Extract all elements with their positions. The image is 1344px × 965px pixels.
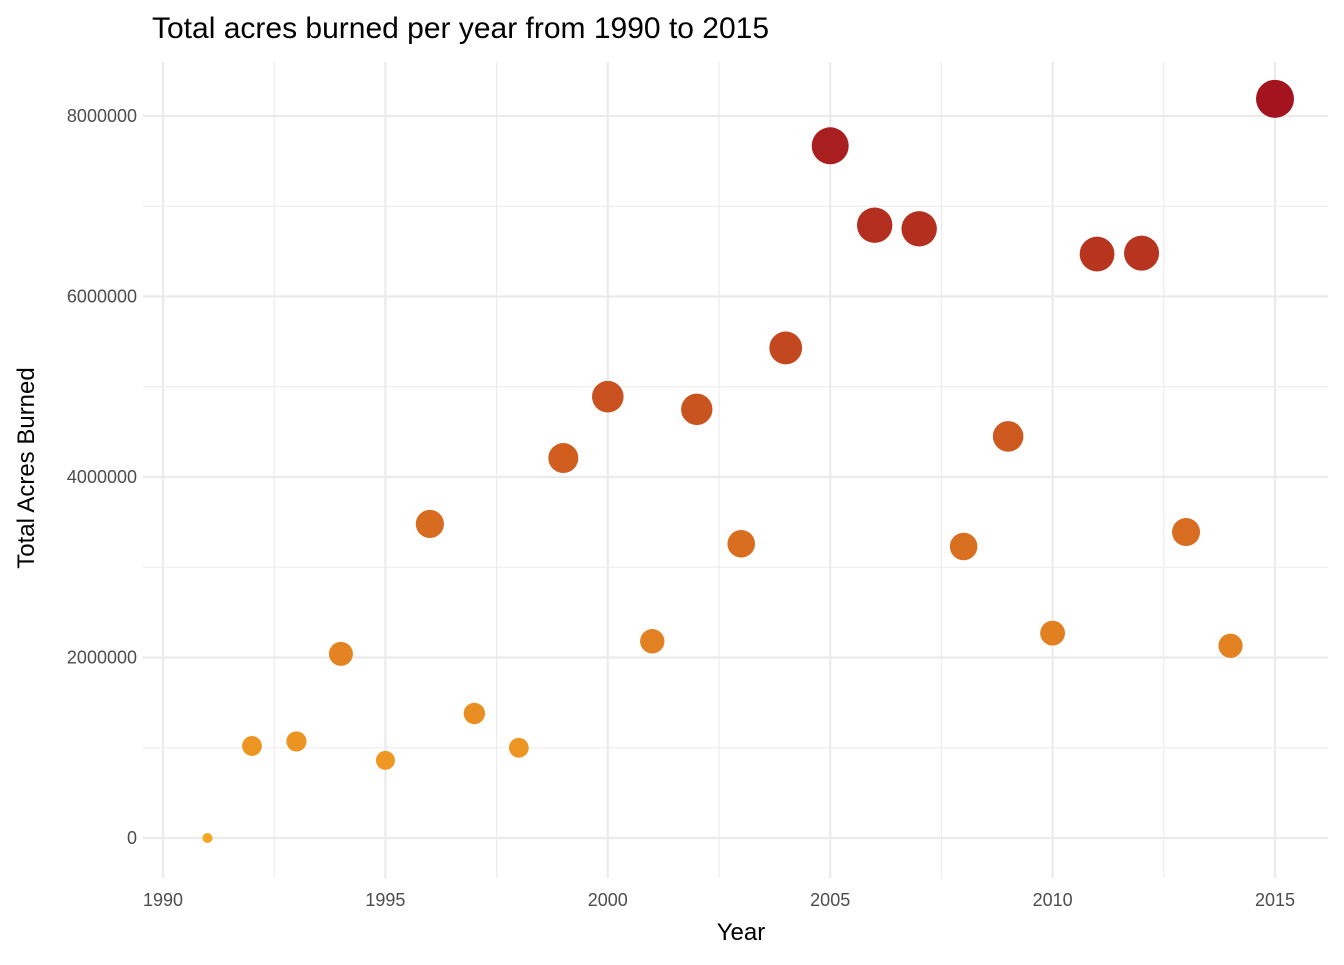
data-point bbox=[286, 731, 307, 752]
x-tick-label: 2010 bbox=[1033, 890, 1073, 910]
x-tick-label: 1995 bbox=[365, 890, 405, 910]
y-tick-label: 6000000 bbox=[67, 287, 137, 307]
data-point bbox=[901, 211, 937, 247]
data-point bbox=[769, 331, 803, 365]
data-point bbox=[328, 641, 353, 666]
data-point bbox=[1124, 235, 1160, 271]
data-point bbox=[242, 736, 262, 756]
data-points bbox=[202, 79, 1294, 843]
data-point bbox=[1172, 518, 1201, 547]
x-axis-title: Year bbox=[717, 919, 766, 946]
data-point bbox=[1256, 79, 1294, 118]
data-point bbox=[1040, 620, 1065, 646]
data-point bbox=[1079, 236, 1115, 272]
data-point bbox=[1218, 633, 1243, 658]
data-point bbox=[949, 532, 978, 561]
data-point bbox=[375, 750, 395, 770]
y-tick-label: 4000000 bbox=[67, 467, 137, 487]
y-axis-title: Total Acres Burned bbox=[13, 367, 40, 568]
data-point bbox=[548, 443, 579, 474]
data-point bbox=[508, 737, 529, 758]
x-tick-label: 2000 bbox=[588, 890, 628, 910]
data-point bbox=[592, 380, 624, 413]
x-tick-label: 2005 bbox=[810, 890, 850, 910]
data-point bbox=[811, 127, 849, 165]
y-tick-label: 2000000 bbox=[67, 648, 137, 668]
data-point bbox=[727, 529, 756, 558]
data-point bbox=[992, 421, 1024, 452]
x-tick-label: 2015 bbox=[1255, 890, 1295, 910]
data-point bbox=[681, 393, 713, 426]
data-point bbox=[202, 833, 213, 843]
data-point bbox=[415, 509, 444, 539]
grid-lines bbox=[143, 62, 1328, 878]
y-axis-ticks: 0 2000000 4000000 6000000 8000000 bbox=[67, 106, 137, 848]
x-tick-label: 1990 bbox=[143, 890, 183, 910]
y-tick-label: 8000000 bbox=[67, 106, 137, 126]
chart-title: Total acres burned per year from 1990 to… bbox=[152, 12, 769, 45]
y-tick-label: 0 bbox=[127, 828, 137, 848]
data-point bbox=[463, 702, 486, 725]
x-axis-ticks: 1990 1995 2000 2005 2010 2015 bbox=[143, 890, 1295, 910]
data-point bbox=[856, 207, 893, 243]
data-point bbox=[640, 629, 665, 654]
